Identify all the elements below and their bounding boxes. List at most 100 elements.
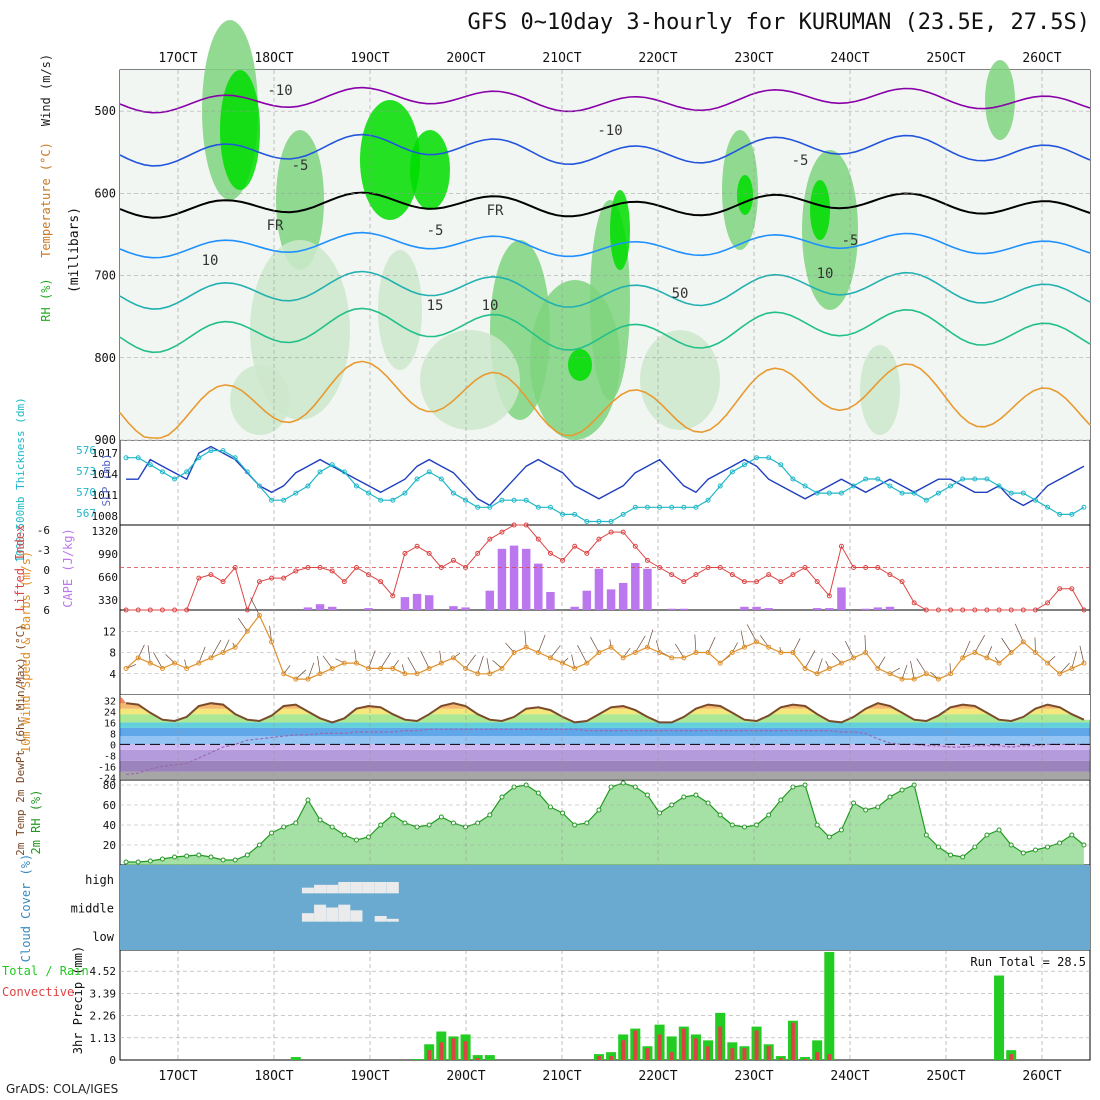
rh-point	[584, 820, 590, 826]
precip-convective-bar	[754, 1030, 759, 1060]
lifted-index-point	[596, 536, 602, 542]
thickness-point	[863, 476, 869, 482]
wind-speed-point	[863, 650, 869, 655]
wind-speed-point	[511, 650, 517, 655]
wind-speed-point	[438, 660, 444, 666]
contour-label: -5	[792, 153, 809, 169]
rh-point	[657, 810, 663, 816]
precip-total-bar	[994, 975, 1005, 1060]
thickness-point	[511, 497, 517, 503]
lifted-index-point	[123, 607, 129, 613]
lifted-index-point	[256, 579, 262, 585]
wind-speed-point	[269, 639, 275, 645]
grads-credit: GrADS: COLA/IGES	[6, 1082, 119, 1096]
cape-bar	[521, 548, 531, 610]
rh-point	[366, 834, 372, 840]
thickness-point	[584, 518, 590, 524]
rh-point	[341, 832, 347, 838]
wind-speed-point	[450, 655, 456, 661]
cape-bar	[812, 608, 822, 610]
cloud-cell-high	[374, 882, 387, 894]
thickness-point	[766, 455, 772, 461]
rh-point	[293, 820, 299, 826]
time-label-top: 26OCT	[1022, 51, 1061, 66]
wind-speed-point	[1032, 650, 1038, 655]
lifted-index-point	[1020, 607, 1026, 613]
temperature-tick-label: 32	[104, 696, 116, 707]
thickness-point	[159, 469, 165, 475]
lifted-index-point	[196, 575, 202, 581]
wind-barb	[635, 635, 646, 653]
wind-speed-point	[657, 650, 663, 655]
thickness-point	[123, 455, 129, 461]
wind-barb	[269, 625, 272, 642]
wind-barb	[407, 657, 418, 674]
thickness-line	[126, 450, 1085, 523]
precip-convective-bar	[609, 1056, 614, 1060]
precip-convective-bar	[633, 1030, 638, 1060]
precip-convective-bar	[681, 1028, 686, 1060]
wind-speed-point	[305, 676, 311, 682]
pressure-tick-label: 900	[94, 433, 116, 447]
time-label-top: 18OCT	[254, 51, 293, 66]
precip-convective-bar	[657, 1034, 662, 1060]
wind-speed-point	[123, 665, 129, 671]
lifted-index-point	[402, 550, 408, 556]
thickness-point	[560, 511, 566, 517]
rh-point	[935, 844, 941, 850]
rh-shading	[568, 349, 592, 381]
wind-axis-label: Wind (m/s)	[39, 54, 53, 126]
wind-speed-point	[414, 671, 420, 677]
lifted-index-point	[1045, 600, 1051, 606]
rh-point	[172, 854, 178, 860]
wind-speed-point	[948, 671, 954, 677]
thickness-point	[657, 504, 663, 510]
wind-speed-point	[281, 671, 287, 677]
lifted-index-point	[584, 550, 590, 556]
lifted-index-point	[729, 572, 735, 578]
rh-point	[790, 784, 796, 790]
contour-label: FR	[267, 218, 284, 234]
lifted-index-point	[463, 565, 469, 570]
thickness-point	[778, 462, 784, 468]
rh-point	[499, 794, 505, 800]
cape-bar	[461, 607, 470, 610]
rh-shading	[420, 330, 520, 430]
rh-point	[402, 820, 408, 826]
rh-point	[438, 814, 444, 820]
cape-bar	[594, 568, 604, 610]
lifted-index-point	[547, 550, 553, 556]
lifted-index-point	[875, 565, 881, 570]
rh-point	[1057, 840, 1063, 846]
rh-axis-label: 2m RH (%)	[29, 789, 43, 854]
wind-speed-point	[159, 665, 165, 671]
cloud-axis-label: Cloud Cover (%)	[19, 854, 33, 962]
lifted-index-point	[305, 565, 311, 570]
wind-speed-point	[535, 650, 541, 655]
wind-speed-point	[996, 660, 1002, 666]
cape-bar	[364, 608, 373, 610]
thickness-point	[329, 462, 335, 468]
time-label-bottom: 19OCT	[350, 1069, 389, 1084]
rh-axis-label: RH (%)	[39, 278, 53, 321]
precip-convective-bar	[706, 1046, 711, 1060]
cape-bar	[497, 548, 507, 610]
lifted-index-point	[1081, 607, 1087, 613]
lifted-index-point	[293, 568, 299, 574]
lifted-index-point	[366, 572, 372, 578]
wind-barb	[816, 658, 823, 674]
lifted-index-point	[790, 572, 796, 578]
lifted-index-point	[838, 543, 844, 549]
rh-point	[1032, 847, 1038, 853]
rh-shading	[810, 180, 830, 240]
thickness-point	[1045, 504, 1051, 510]
lifted-index-point	[450, 557, 456, 563]
cloud-cell-high	[350, 882, 363, 894]
wind-speed-axis-label: 10m Wind Speed & Barbs (m/s)	[19, 551, 33, 753]
wind-barb	[1014, 623, 1024, 643]
rh-point	[863, 807, 869, 813]
cloud-cell-high	[326, 884, 339, 894]
pressure-tick-label: 500	[94, 104, 116, 118]
lifted-index-point	[475, 550, 481, 556]
wind-barb	[307, 662, 315, 680]
